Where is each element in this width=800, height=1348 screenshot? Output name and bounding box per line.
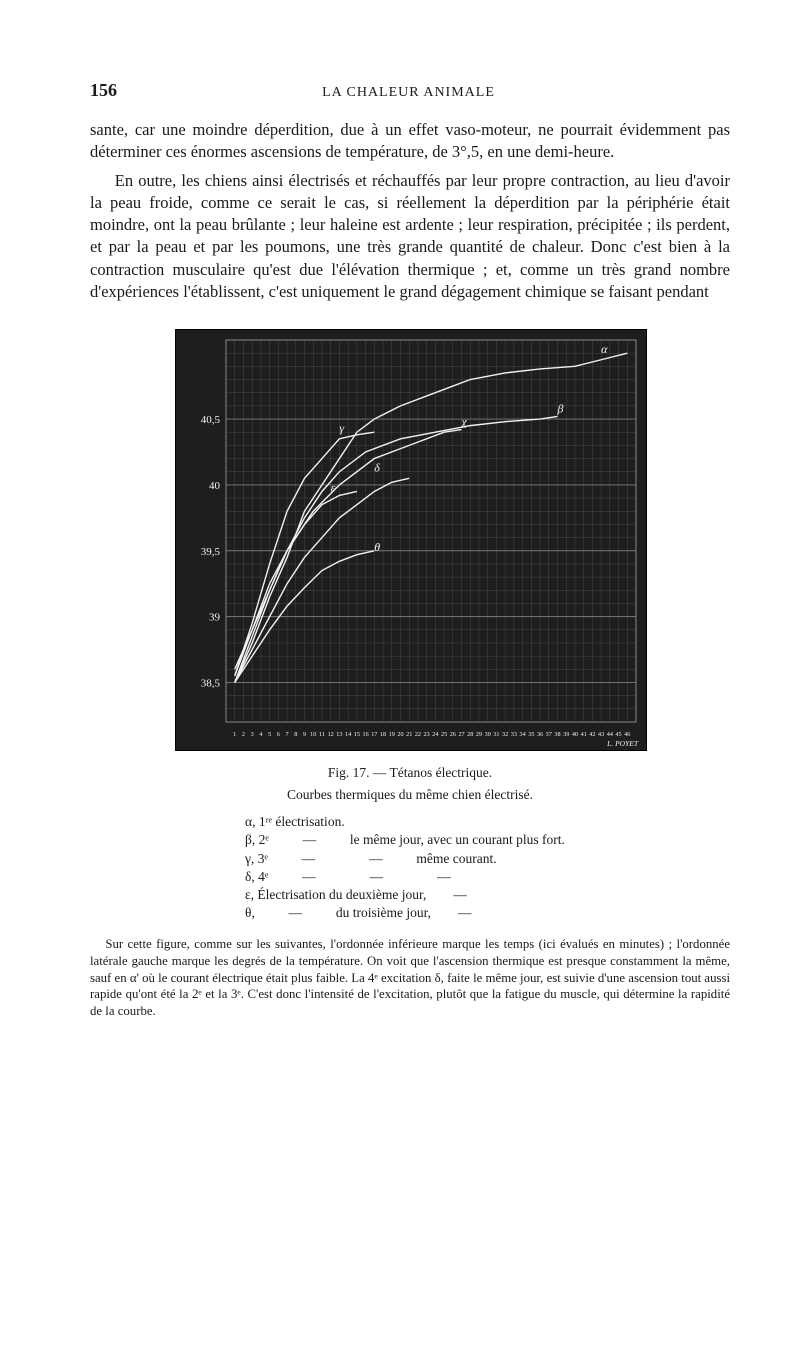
svg-text:5: 5 [268,731,271,738]
svg-text:3: 3 [251,731,254,738]
chart-svg: 38,53939,54040,5αβγχεδθ12345678910111213… [176,330,646,750]
figure-subcaption: Courbes thermiques du même chien électri… [175,787,645,803]
svg-text:37: 37 [546,731,552,738]
svg-text:27: 27 [458,731,464,738]
svg-text:28: 28 [467,731,473,738]
legend-row: δ, 4ᵉ — — — [245,868,645,886]
svg-text:10: 10 [310,731,316,738]
svg-text:36: 36 [537,731,543,738]
svg-text:42: 42 [589,731,595,738]
svg-text:21: 21 [406,731,412,738]
svg-text:45: 45 [615,731,621,738]
svg-text:38: 38 [554,731,560,738]
svg-text:41: 41 [581,731,587,738]
figure-footnote: Sur cette figure, comme sur les suivante… [90,936,730,1019]
svg-text:9: 9 [303,731,306,738]
svg-text:19: 19 [389,731,395,738]
svg-text:α: α [601,342,608,356]
svg-text:24: 24 [432,731,438,738]
svg-text:15: 15 [354,731,360,738]
legend-row: α, 1ʳᵉ électrisation. [245,813,645,831]
svg-text:4: 4 [259,731,262,738]
svg-text:34: 34 [520,731,526,738]
svg-text:20: 20 [397,731,403,738]
svg-text:14: 14 [345,731,351,738]
line-chart: 38,53939,54040,5αβγχεδθ12345678910111213… [175,329,647,751]
svg-text:ε: ε [331,481,336,495]
figure-block: 38,53939,54040,5αβγχεδθ12345678910111213… [175,329,645,922]
svg-text:31: 31 [493,731,499,738]
legend-row: θ, — du troisième jour, — [245,904,645,922]
page: 156 LA CHALEUR ANIMALE sante, car une mo… [0,0,800,1348]
figure-legend: α, 1ʳᵉ électrisation.β, 2ᵉ — le même jou… [245,813,645,922]
svg-text:46: 46 [624,731,630,738]
svg-text:18: 18 [380,731,386,738]
paragraph-2: En outre, les chiens ainsi électrisés et… [90,170,730,304]
legend-row: γ, 3ᵉ — — même courant. [245,850,645,868]
svg-text:40: 40 [572,731,578,738]
svg-text:26: 26 [450,731,456,738]
svg-text:7: 7 [286,731,289,738]
svg-text:29: 29 [476,731,482,738]
paragraph-1: sante, car une moindre déperdition, due … [90,119,730,164]
svg-text:χ: χ [461,415,468,429]
svg-text:γ: γ [339,421,344,435]
svg-text:40,5: 40,5 [201,414,221,426]
svg-text:25: 25 [441,731,447,738]
svg-text:39: 39 [209,612,221,624]
svg-text:35: 35 [528,731,534,738]
svg-text:40: 40 [209,480,221,492]
svg-text:L. POYET: L. POYET [606,739,639,748]
svg-text:δ: δ [374,461,380,475]
svg-text:13: 13 [336,731,342,738]
legend-row: β, 2ᵉ — le même jour, avec un courant pl… [245,831,645,849]
svg-text:8: 8 [294,731,297,738]
figure-caption: Fig. 17. — Tétanos électrique. [175,765,645,781]
svg-text:38,5: 38,5 [201,678,221,690]
legend-row: ε, Électrisation du deuxième jour, — [245,886,645,904]
svg-text:32: 32 [502,731,508,738]
svg-text:23: 23 [424,731,430,738]
svg-text:16: 16 [362,731,368,738]
svg-text:11: 11 [319,731,325,738]
header: 156 LA CHALEUR ANIMALE [90,80,730,101]
svg-text:β: β [556,402,563,416]
svg-text:39,5: 39,5 [201,546,221,558]
svg-text:39: 39 [563,731,569,738]
page-number: 156 [90,80,117,101]
svg-text:33: 33 [511,731,517,738]
svg-text:43: 43 [598,731,604,738]
svg-text:1: 1 [233,731,236,738]
svg-text:30: 30 [485,731,491,738]
svg-text:17: 17 [371,731,377,738]
svg-text:44: 44 [607,731,613,738]
svg-text:6: 6 [277,731,280,738]
svg-text:θ: θ [374,540,380,554]
running-title: LA CHALEUR ANIMALE [322,85,495,101]
svg-text:12: 12 [328,731,334,738]
svg-text:2: 2 [242,731,245,738]
svg-text:22: 22 [415,731,421,738]
